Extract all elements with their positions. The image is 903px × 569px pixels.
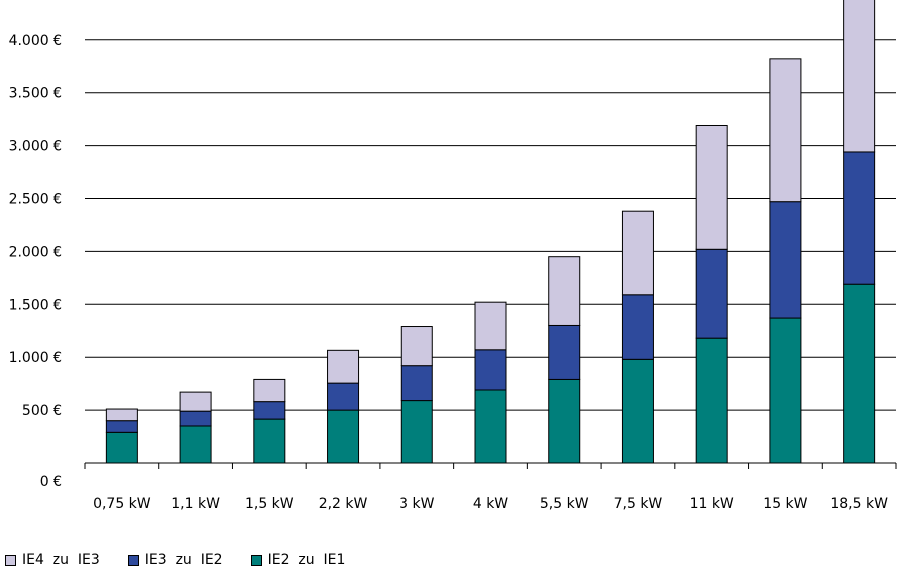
bar-segment-ie4-ie3 — [179, 391, 212, 412]
bar-segment-ie4-ie3 — [621, 210, 654, 296]
y-tick-label: 3.000 € — [9, 139, 62, 155]
legend-swatch — [5, 554, 16, 566]
y-tick-label: 3.500 € — [9, 86, 62, 102]
bar-segment-ie4-ie3 — [253, 378, 286, 403]
y-tick-label: 4.000 € — [9, 33, 62, 49]
legend-label: IE4 zu IE3 — [22, 552, 100, 568]
x-tick-label: 5,5 kW — [540, 496, 589, 512]
bar-segment-ie4-ie3 — [400, 326, 433, 367]
y-tick-label: 2.500 € — [9, 192, 62, 208]
bar-segment-ie2-ie1 — [400, 400, 433, 464]
legend: IE4 zu IE3 IE3 zu IE2 IE2 zu IE1 — [5, 552, 345, 568]
bar-segment-ie4-ie3 — [695, 124, 728, 250]
bar-segment-ie2-ie1 — [621, 358, 654, 464]
x-tick-label: 15 kW — [763, 496, 807, 512]
bar-segment-ie3-ie2 — [695, 248, 728, 339]
x-tick-label: 1,5 kW — [245, 496, 294, 512]
bar-segment-ie2-ie1 — [327, 409, 360, 464]
x-tick-label: 18,5 kW — [830, 496, 888, 512]
bar-segment-ie3-ie2 — [621, 294, 654, 360]
bar-segment-ie3-ie2 — [548, 324, 581, 380]
legend-label: IE3 zu IE2 — [144, 552, 223, 568]
bar-segment-ie3-ie2 — [179, 410, 212, 427]
bars — [105, 0, 876, 464]
bar-segment-ie3-ie2 — [253, 401, 286, 420]
legend-item: IE2 zu IE1 — [250, 552, 346, 568]
legend-item: IE3 zu IE2 — [127, 552, 223, 568]
y-tick-label: 1.500 € — [9, 297, 62, 313]
y-tick-label: 1.000 € — [9, 350, 62, 366]
bar-segment-ie2-ie1 — [695, 337, 728, 464]
bar-segment-ie4-ie3 — [769, 58, 802, 203]
x-tick-label: 2,2 kW — [319, 496, 368, 512]
legend-swatch — [250, 554, 262, 566]
bar-segment-ie3-ie2 — [105, 420, 138, 433]
bar-segment-ie2-ie1 — [843, 283, 876, 464]
bar-segment-ie2-ie1 — [548, 378, 581, 464]
y-tick-label: 0 € — [40, 474, 62, 490]
bar-segment-ie4-ie3 — [548, 256, 581, 326]
legend-swatch — [127, 554, 139, 566]
y-axis: 0 € 500 € 1.000 € 1.500 € 2.000 € 2.500 € 3.00… — [9, 33, 62, 490]
y-tick-label: 2.000 € — [9, 244, 62, 260]
bar-segment-ie2-ie1 — [179, 425, 212, 464]
bar-segment-ie2-ie1 — [474, 389, 507, 464]
x-tick-label: 11 kW — [690, 496, 734, 512]
bar-segment-ie4-ie3 — [474, 301, 507, 351]
legend-item: IE4 zu IE3 — [5, 552, 100, 568]
legend-label: IE2 zu IE1 — [267, 552, 346, 568]
x-tick-label: 7,5 kW — [614, 496, 663, 512]
x-tick-label: 3 kW — [399, 496, 434, 512]
bar-segment-ie2-ie1 — [253, 418, 286, 464]
bar-segment-ie4-ie3 — [105, 408, 138, 422]
bar-segment-ie3-ie2 — [769, 201, 802, 319]
bar-segment-ie2-ie1 — [105, 431, 138, 464]
bar-segment-ie3-ie2 — [843, 151, 876, 285]
bar-segment-ie2-ie1 — [769, 317, 802, 464]
bar-segment-ie4-ie3 — [327, 349, 360, 384]
bar-segment-ie4-ie3 — [843, 0, 876, 153]
y-tick-label: 500 € — [22, 403, 62, 419]
x-axis: 0,75 kW 1,1 kW 1,5 kW 2,2 kW 3 kW 4 kW 5,5 kW 7… — [84, 462, 897, 512]
bar-segment-ie3-ie2 — [327, 382, 360, 411]
x-tick-label: 4 kW — [473, 496, 508, 512]
bar-segment-ie3-ie2 — [400, 365, 433, 402]
x-tick-label: 0,75 kW — [93, 496, 151, 512]
bar-segment-ie3-ie2 — [474, 349, 507, 391]
x-tick-label: 1,1 kW — [171, 496, 220, 512]
